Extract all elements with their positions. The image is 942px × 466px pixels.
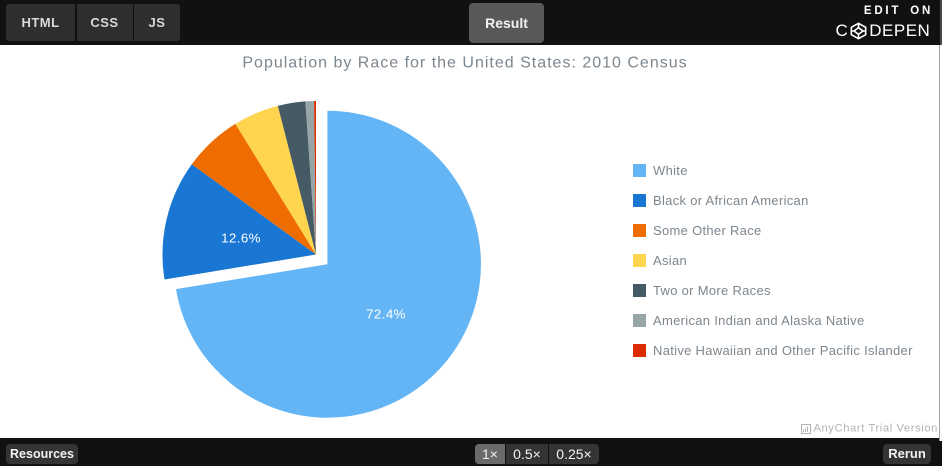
svg-text:Some Other Race: Some Other Race [653, 223, 762, 238]
svg-text:Native Hawaiian and Other Paci: Native Hawaiian and Other Pacific Island… [653, 343, 913, 358]
svg-text:72.4%: 72.4% [366, 307, 406, 322]
svg-text:American Indian and Alaska Nat: American Indian and Alaska Native [653, 313, 865, 328]
svg-text:12.6%: 12.6% [221, 230, 261, 245]
svg-text:White: White [653, 163, 688, 178]
svg-text:Two or More Races: Two or More Races [653, 283, 771, 298]
svg-text:Black or African American: Black or African American [653, 193, 809, 208]
svg-text:Asian: Asian [653, 253, 687, 268]
svg-text:Population by Race for the Uni: Population by Race for the United States… [242, 55, 687, 72]
svg-text:AnyChart Trial Version: AnyChart Trial Version [814, 423, 939, 435]
